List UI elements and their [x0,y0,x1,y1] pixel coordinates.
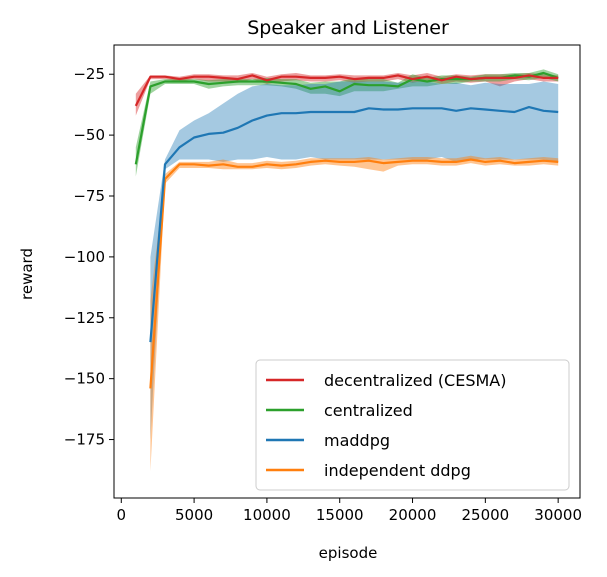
y-tick-label: −175 [64,431,105,449]
legend-label: centralized [324,401,413,420]
legend-label: independent ddpg [324,461,471,480]
x-tick-label: 10000 [243,506,291,524]
y-tick-label: −75 [73,187,105,205]
x-tick-label: 30000 [534,506,582,524]
x-tick-label: 5000 [175,506,213,524]
x-tick-label: 0 [117,506,127,524]
plot-frame [113,44,581,499]
legend-box [255,359,570,491]
axes: 0 5000 10000 15000 20000 25000 30000 −25 −50 −75 −… [64,44,582,524]
y-tick-label: −150 [64,370,105,388]
x-tick-label: 20000 [389,506,437,524]
x-tick-label: 15000 [316,506,364,524]
chart-title: Speaker and Listener [247,17,449,39]
line-series-2 [149,105,559,343]
x-axis-label: episode [319,544,378,562]
band-series-2 [150,81,559,440]
x-tick-label: 25000 [461,506,509,524]
y-axis-label: reward [18,248,36,300]
line-series-3 [149,158,559,389]
line-series-0 [134,74,559,107]
band-series-1 [135,69,559,177]
y-tick-label: −100 [64,248,105,266]
legend-label: decentralized (CESMA) [324,371,506,390]
y-tick-label: −125 [64,309,105,327]
series-lines [134,71,559,389]
y-tick-label: −25 [73,65,105,83]
y-tick-label: −50 [73,126,105,144]
legend: decentralized (CESMA) centralized maddpg in… [255,359,570,491]
legend-label: maddpg [324,431,390,450]
